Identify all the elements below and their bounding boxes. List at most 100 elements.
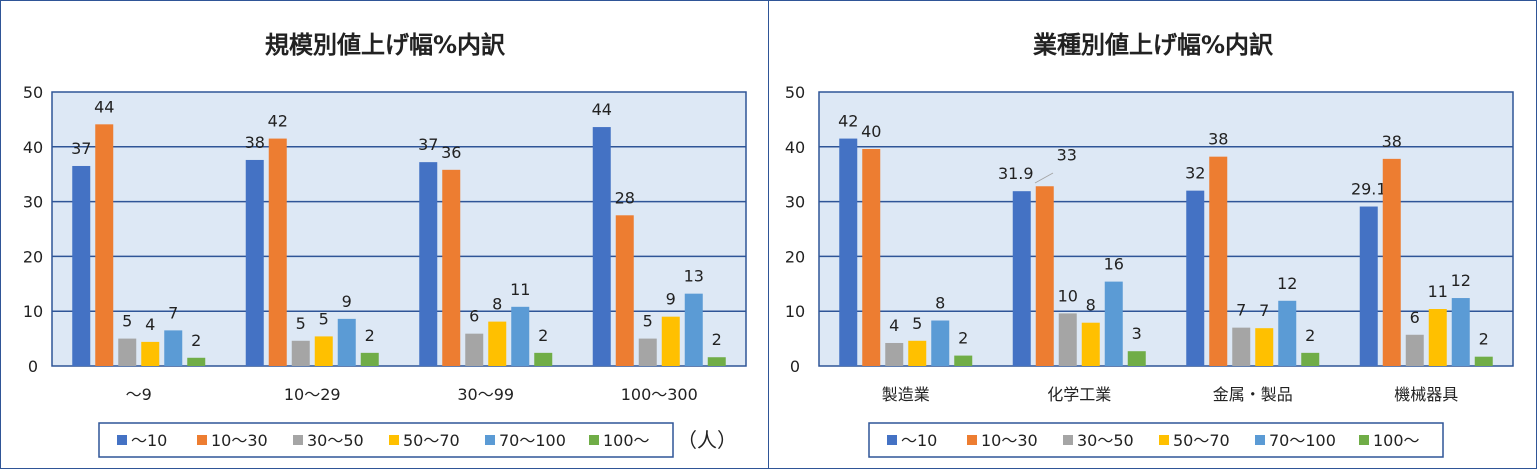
bar [488, 321, 507, 366]
data-label: 37 [418, 135, 438, 154]
bar [1058, 313, 1077, 366]
data-label: 5 [319, 309, 329, 328]
data-label: 9 [666, 290, 676, 309]
legend-swatch [293, 435, 303, 445]
data-label: 8 [492, 295, 502, 314]
legend-swatch [117, 435, 127, 445]
legend-swatch [887, 435, 897, 445]
x-category-label: 10～29 [284, 385, 341, 404]
bar [862, 148, 881, 366]
data-label: 38 [1382, 132, 1402, 151]
bar [615, 215, 634, 366]
legend-swatch [1159, 435, 1169, 445]
y-tick-label: 40 [23, 138, 43, 157]
legend [98, 422, 674, 458]
data-label: 2 [1305, 326, 1315, 345]
data-label: 2 [365, 326, 375, 345]
x-category-label: 製造業 [882, 385, 930, 404]
y-tick-label: 20 [23, 247, 43, 266]
x-category-label: 30～99 [457, 385, 514, 404]
legend-entry: 50～70 [403, 431, 460, 450]
data-label: 38 [1208, 130, 1228, 149]
y-tick-label: 30 [23, 193, 43, 212]
legend-swatch [1255, 435, 1265, 445]
x-category-label: 100～300 [621, 385, 698, 404]
bar [638, 338, 657, 366]
data-label: 33 [1057, 145, 1077, 164]
bar [1127, 351, 1146, 366]
chart-panel-industry: 業種別値上げ幅%内訳 0 10 20 30 40 50 42 40 4 5 8 2 製造業 31.9 33 10… [768, 0, 1537, 469]
bar [1428, 309, 1447, 366]
x-category-label: 金属・製品 [1213, 385, 1293, 404]
data-label: 6 [1410, 308, 1420, 327]
bar [291, 340, 310, 366]
y-tick-label: 50 [785, 83, 805, 102]
bar [707, 357, 726, 366]
bar [360, 352, 379, 366]
data-label: 3 [1132, 324, 1142, 343]
data-label: 8 [1086, 296, 1096, 315]
bar [1451, 298, 1470, 366]
bar [1012, 191, 1031, 366]
data-label: 11 [510, 280, 530, 299]
bar [954, 355, 973, 366]
bar [839, 138, 858, 366]
data-label: 36 [441, 143, 461, 162]
data-label: 12 [1451, 271, 1471, 290]
data-label: 5 [912, 314, 922, 333]
data-label: 44 [94, 97, 114, 116]
y-tick-label: 20 [785, 247, 805, 266]
y-tick-label: 10 [23, 302, 43, 321]
legend-entry: 30～50 [307, 431, 364, 450]
bar [1209, 156, 1228, 366]
legend-entry: 70～100 [499, 431, 566, 450]
bar [1081, 322, 1100, 366]
bar [1301, 352, 1320, 366]
bar [118, 338, 137, 366]
bar [1359, 206, 1378, 366]
data-label: 2 [958, 329, 968, 348]
legend-swatch [967, 435, 977, 445]
data-label: 7 [1236, 301, 1246, 320]
bar [931, 320, 950, 366]
data-label: 2 [191, 331, 201, 350]
bar [465, 333, 484, 366]
data-label: 29.1 [1351, 180, 1387, 199]
unit-label: （人） [677, 428, 737, 452]
bar [268, 138, 287, 366]
legend-entry: 100～ [603, 431, 650, 450]
y-tick-label: 50 [23, 83, 43, 102]
data-label: 28 [615, 188, 635, 207]
y-tick-label: 0 [28, 357, 38, 376]
bar [72, 165, 91, 366]
bar [1232, 327, 1251, 366]
data-label: 8 [935, 294, 945, 313]
bar [661, 316, 680, 366]
data-label: 11 [1428, 282, 1448, 301]
bar [1278, 300, 1297, 366]
data-label: 2 [538, 326, 548, 345]
data-label: 44 [592, 100, 612, 119]
bar [1035, 186, 1054, 366]
data-label: 10 [1058, 286, 1078, 305]
legend-entry: 50～70 [1173, 431, 1230, 450]
data-label: 2 [712, 330, 722, 349]
bar [1405, 334, 1424, 366]
legend-swatch [197, 435, 207, 445]
bar [442, 169, 461, 366]
data-label: 42 [268, 112, 288, 131]
bar [95, 124, 114, 366]
bar [1186, 190, 1205, 366]
data-label: 5 [122, 312, 132, 331]
data-label: 5 [296, 314, 306, 333]
data-label: 12 [1277, 274, 1297, 293]
label-leader-line [1034, 172, 1054, 184]
data-label: 37 [71, 139, 91, 158]
bar [164, 330, 183, 366]
chart-title: 規模別値上げ幅%内訳 [265, 31, 506, 59]
data-label: 7 [168, 303, 178, 322]
legend-swatch [589, 435, 599, 445]
data-label: 16 [1104, 255, 1124, 274]
legend-entry: 30～50 [1077, 431, 1134, 450]
data-label: 32 [1185, 164, 1205, 183]
